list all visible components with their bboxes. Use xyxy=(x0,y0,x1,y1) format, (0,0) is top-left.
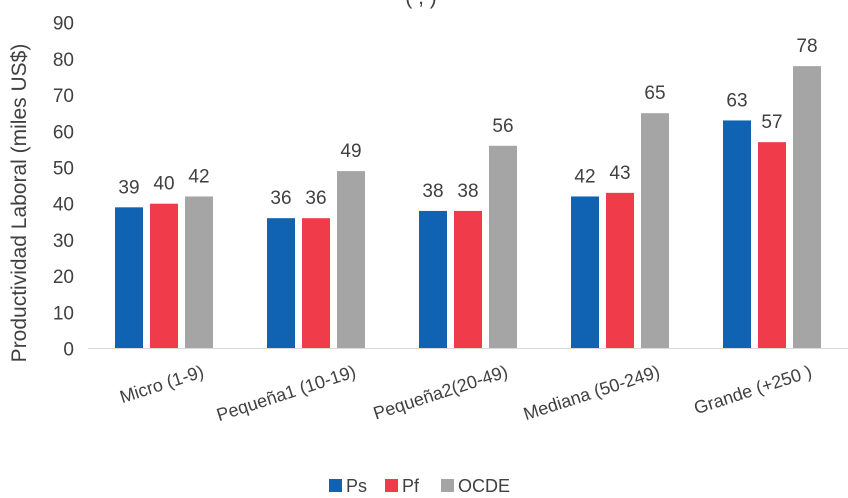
x-axis-category-labels: Micro (1-9) Pequeña1 (10-19) Pequeña2(20-4… xyxy=(117,361,814,425)
data-labels-group: 39 40 42 36 36 49 38 38 56 42 43 65 63 57 78 xyxy=(118,36,817,209)
bar-ocde xyxy=(337,171,365,349)
data-label: 78 xyxy=(796,36,817,57)
y-axis-ticks: 0 10 20 30 40 50 60 70 80 90 xyxy=(53,14,74,361)
data-label: 57 xyxy=(761,112,782,133)
bar-pf xyxy=(150,203,178,349)
data-label: 36 xyxy=(305,188,326,209)
data-label: 42 xyxy=(188,166,209,187)
bar-ps xyxy=(115,207,143,349)
x-category-label: Mediana (50-249) xyxy=(521,361,662,424)
legend-swatch-ocde xyxy=(441,479,454,492)
data-label: 63 xyxy=(726,90,747,111)
y-tick-label: 60 xyxy=(53,122,74,143)
bar-ps xyxy=(419,210,447,349)
y-tick-label: 0 xyxy=(63,340,74,361)
x-category-label: Pequeña2(20-49) xyxy=(371,361,510,423)
y-tick-label: 20 xyxy=(53,267,74,288)
bar-ps xyxy=(723,120,751,349)
bar-ocde xyxy=(641,113,669,349)
data-label: 49 xyxy=(340,141,361,162)
bar-ps xyxy=(571,196,599,349)
legend: Ps Pf OCDE xyxy=(329,476,510,496)
data-label: 36 xyxy=(270,188,291,209)
y-tick-label: 90 xyxy=(53,14,74,35)
bar-pf xyxy=(606,192,634,349)
data-label: 42 xyxy=(574,166,595,187)
legend-label-pf: Pf xyxy=(402,476,420,496)
bar-ocde xyxy=(793,66,821,349)
data-label: 65 xyxy=(644,83,665,104)
data-label: 56 xyxy=(492,116,513,137)
x-category-label: Micro (1-9) xyxy=(117,361,206,407)
legend-label-ocde: OCDE xyxy=(458,476,510,496)
y-tick-label: 80 xyxy=(53,50,74,71)
x-category-label: Grande (+250 ) xyxy=(691,361,814,418)
bar-pf xyxy=(758,142,786,349)
bar-ocde xyxy=(185,196,213,349)
y-tick-label: 50 xyxy=(53,159,74,180)
legend-swatch-ps xyxy=(329,479,342,492)
data-label: 40 xyxy=(153,174,174,195)
data-label: 38 xyxy=(422,181,443,202)
data-label: 43 xyxy=(609,163,630,184)
bar-pf xyxy=(454,210,482,349)
bars-group xyxy=(115,66,821,349)
x-category-label: Pequeña1 (10-19) xyxy=(214,361,358,425)
y-tick-label: 30 xyxy=(53,231,74,252)
bar-ocde xyxy=(489,145,517,349)
data-label: 38 xyxy=(457,181,478,202)
y-axis-title: Productividad Laboral (miles US$) xyxy=(8,44,31,363)
y-tick-label: 10 xyxy=(53,303,74,324)
chart-title-fragment: ( , ) xyxy=(405,0,437,9)
y-tick-label: 40 xyxy=(53,195,74,216)
data-label: 39 xyxy=(118,177,139,198)
legend-label-ps: Ps xyxy=(346,476,367,496)
y-tick-label: 70 xyxy=(53,86,74,107)
legend-swatch-pf xyxy=(385,479,398,492)
bar-ps xyxy=(267,218,295,349)
bar-pf xyxy=(302,218,330,349)
